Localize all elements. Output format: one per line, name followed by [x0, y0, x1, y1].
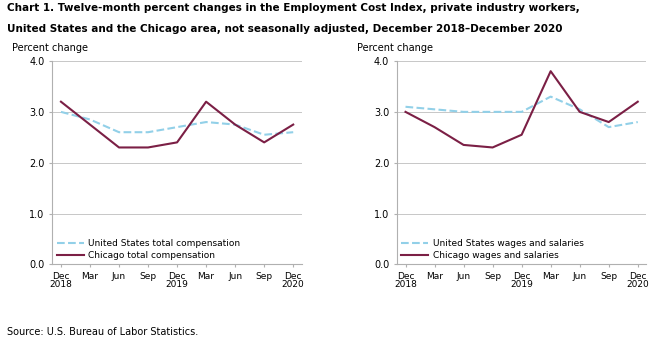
United States total compensation [261, 133, 268, 137]
Chicago total compensation [115, 145, 123, 149]
United States wages and salaries [605, 125, 613, 129]
United States wages and salaries [402, 105, 409, 109]
United States wages and salaries [576, 107, 584, 112]
Chicago wages and salaries [634, 100, 642, 104]
United States total compensation [289, 130, 297, 134]
Chicago wages and salaries [576, 110, 584, 114]
Chicago total compensation [86, 123, 94, 127]
United States wages and salaries [460, 110, 468, 114]
Chicago wages and salaries [488, 145, 496, 149]
Chicago total compensation [261, 140, 268, 144]
United States total compensation [86, 118, 94, 122]
United States wages and salaries [634, 120, 642, 124]
Chicago wages and salaries [605, 120, 613, 124]
Legend: United States wages and salaries, Chicago wages and salaries: United States wages and salaries, Chicag… [402, 239, 584, 260]
Line: Chicago total compensation: Chicago total compensation [61, 102, 293, 147]
Chicago total compensation [144, 145, 152, 149]
Line: United States total compensation: United States total compensation [61, 112, 293, 135]
United States wages and salaries [547, 95, 554, 99]
United States wages and salaries [518, 110, 526, 114]
United States total compensation [231, 123, 239, 127]
Text: Percent change: Percent change [357, 43, 433, 53]
Text: Source: U.S. Bureau of Labor Statistics.: Source: U.S. Bureau of Labor Statistics. [7, 327, 198, 337]
Legend: United States total compensation, Chicago total compensation: United States total compensation, Chicag… [57, 239, 240, 260]
Line: Chicago wages and salaries: Chicago wages and salaries [406, 71, 638, 147]
Chicago wages and salaries [460, 143, 468, 147]
Chicago total compensation [57, 100, 65, 104]
United States wages and salaries [488, 110, 496, 114]
Chicago total compensation [173, 140, 181, 144]
United States total compensation [202, 120, 210, 124]
Text: Chart 1. Twelve-month percent changes in the Employment Cost Index, private indu: Chart 1. Twelve-month percent changes in… [7, 3, 579, 13]
Chicago wages and salaries [547, 69, 554, 73]
Chicago total compensation [231, 123, 239, 127]
United States total compensation [115, 130, 123, 134]
Text: United States and the Chicago area, not seasonally adjusted, December 2018–Decem: United States and the Chicago area, not … [7, 24, 562, 34]
United States total compensation [173, 125, 181, 129]
United States wages and salaries [430, 107, 438, 112]
Text: Percent change: Percent change [12, 43, 88, 53]
Chicago wages and salaries [430, 125, 438, 129]
Chicago wages and salaries [402, 110, 409, 114]
Line: United States wages and salaries: United States wages and salaries [406, 97, 638, 127]
United States total compensation [144, 130, 152, 134]
Chicago total compensation [202, 100, 210, 104]
Chicago wages and salaries [518, 133, 526, 137]
United States total compensation [57, 110, 65, 114]
Chicago total compensation [289, 123, 297, 127]
